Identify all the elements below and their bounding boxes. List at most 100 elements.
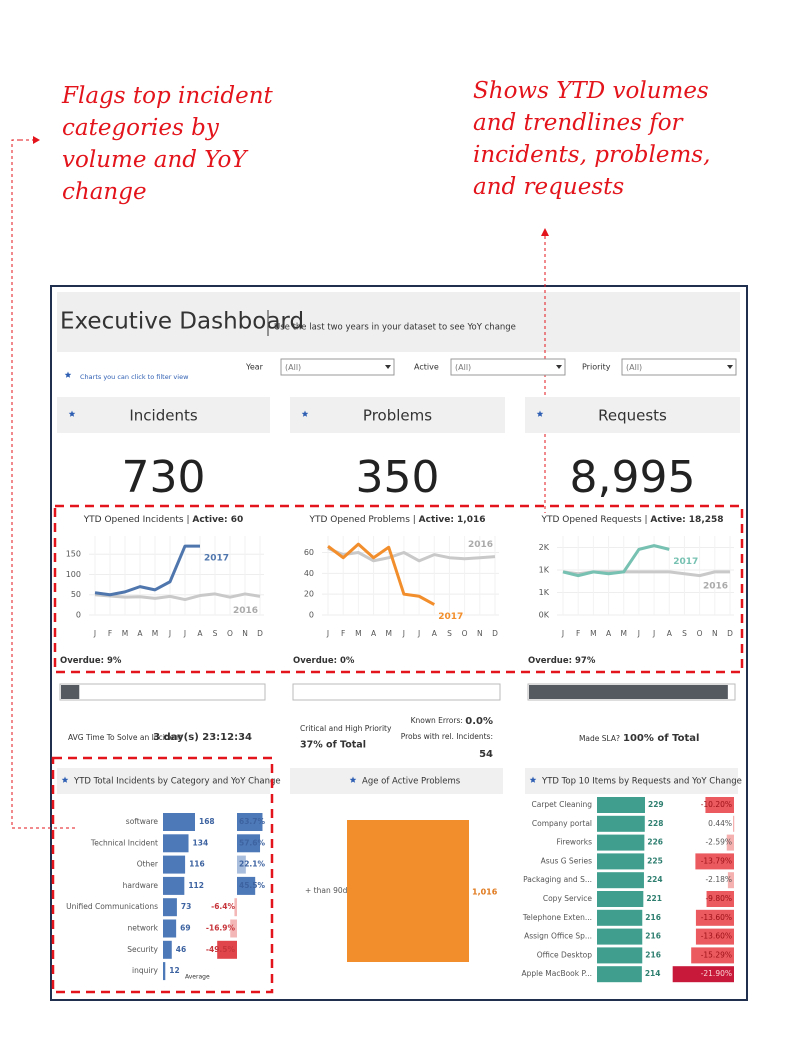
x-tick-label: N [712, 629, 718, 638]
dashboard-content: Year (All) Active (All) Priority (All) Inciden… [57, 358, 742, 983]
star-icon [536, 410, 544, 417]
category-label: Packaging and S... [523, 875, 592, 884]
filter-label: Year [245, 363, 264, 372]
star-icon [529, 776, 537, 783]
change-bar [672, 966, 734, 983]
category-label: Office Desktop [537, 950, 592, 959]
value-label: 1,016 [472, 888, 498, 897]
y-tick-label: 1K [539, 588, 550, 597]
kpi-value: 8,995 [570, 452, 696, 503]
line-series [94, 592, 261, 602]
overdue: Overdue: 97% [528, 656, 596, 666]
x-tick-label: F [108, 629, 112, 638]
filter-dropdown[interactable] [280, 358, 395, 376]
bar [163, 855, 186, 874]
category-label: Carpet Cleaning [532, 800, 593, 809]
bar [597, 872, 644, 889]
y-tick-label: 40 [304, 569, 314, 578]
stat-label: AVG Time To Solve an Incident [68, 733, 182, 742]
x-tick-label: N [242, 629, 248, 638]
kpi-value: 350 [356, 452, 440, 503]
filter-dropdown[interactable] [450, 358, 566, 376]
bar [163, 962, 166, 981]
x-tick-label: O [697, 629, 703, 638]
y-tick-label: 0K [539, 611, 550, 620]
change-label: -13.60% [701, 913, 732, 922]
x-tick-label: J [168, 629, 171, 638]
x-tick-label: D [257, 629, 263, 638]
category-label: network [128, 924, 159, 933]
dashboard-subtitle: Use the last two years in your dataset t… [274, 323, 516, 333]
y-tick-label: 0 [76, 611, 81, 620]
filter-value: (All) [455, 363, 471, 372]
x-tick-label: J [93, 629, 96, 638]
bar [163, 919, 177, 938]
kpi-title: Problems [363, 407, 432, 425]
x-tick-label: A [432, 629, 438, 638]
series-label: 2016 [468, 540, 493, 550]
star-icon [64, 371, 72, 378]
kpi-header [57, 397, 270, 433]
bar [597, 834, 645, 851]
stat-value: 54 [479, 749, 493, 760]
stat-label: Critical and High Priority [300, 724, 392, 733]
bar [597, 853, 645, 870]
bar [597, 815, 645, 832]
bar [347, 820, 469, 962]
dashboard-title: Executive Dashboard [60, 309, 304, 335]
x-tick-label: O [462, 629, 468, 638]
dropdown-arrow [385, 365, 391, 369]
line-series [327, 542, 435, 606]
star-icon [301, 410, 309, 417]
change-bar [695, 853, 734, 870]
kpi-title: Requests [598, 407, 667, 425]
x-tick-label: N [477, 629, 483, 638]
y-tick-label: 2K [539, 543, 550, 552]
bar [597, 928, 643, 945]
chart-active: Active: 1,016 [419, 515, 486, 525]
value-label: 216 [645, 932, 661, 941]
change-bar [217, 940, 237, 959]
change-bar [237, 813, 263, 831]
change-label: -9.80% [705, 894, 732, 903]
filter-label: Priority [582, 363, 611, 372]
change-bar [237, 855, 246, 874]
category-label: Other [137, 860, 159, 869]
change-label: 57.6% [239, 838, 266, 847]
overdue-value: 97% [575, 656, 596, 666]
gauge-fill [61, 685, 80, 699]
bar [163, 898, 177, 917]
gauge-track [292, 683, 501, 701]
chart-title-text: YTD Opened Requests | [540, 515, 647, 525]
kpi-header [525, 397, 740, 433]
highlight-box [51, 756, 274, 994]
bar [163, 940, 172, 959]
filter-dropdown[interactable] [621, 358, 737, 376]
category-label: + than 90d [305, 886, 348, 895]
change-label: 0.44% [708, 819, 732, 828]
bar [163, 876, 185, 895]
annotation-line: volume and YoY [62, 147, 249, 173]
x-tick-label: S [682, 629, 687, 638]
change-bar [695, 909, 734, 926]
x-tick-label: M [590, 629, 596, 638]
y-tick-label: 60 [304, 548, 314, 557]
panel-header [525, 768, 738, 794]
stat-value: 37% of Total [300, 740, 366, 751]
x-tick-label: D [492, 629, 498, 638]
category-label: Apple MacBook P... [522, 969, 592, 978]
change-bar [706, 891, 734, 907]
filter-label: Active [414, 363, 439, 372]
category-label: hardware [123, 881, 159, 890]
x-tick-label: J [561, 629, 564, 638]
value-label: 221 [646, 894, 662, 903]
category-label: Fireworks [557, 838, 593, 847]
change-label: -16.9% [206, 924, 236, 933]
y-tick-label: 150 [66, 550, 81, 559]
annotation-line: Shows YTD volumes [473, 78, 709, 104]
y-tick-label: 50 [71, 590, 81, 599]
change-label: -10.20% [701, 800, 732, 809]
overdue: Overdue: 0% [293, 656, 355, 666]
series-label: 2017 [673, 557, 698, 567]
kpi-header [290, 397, 505, 433]
